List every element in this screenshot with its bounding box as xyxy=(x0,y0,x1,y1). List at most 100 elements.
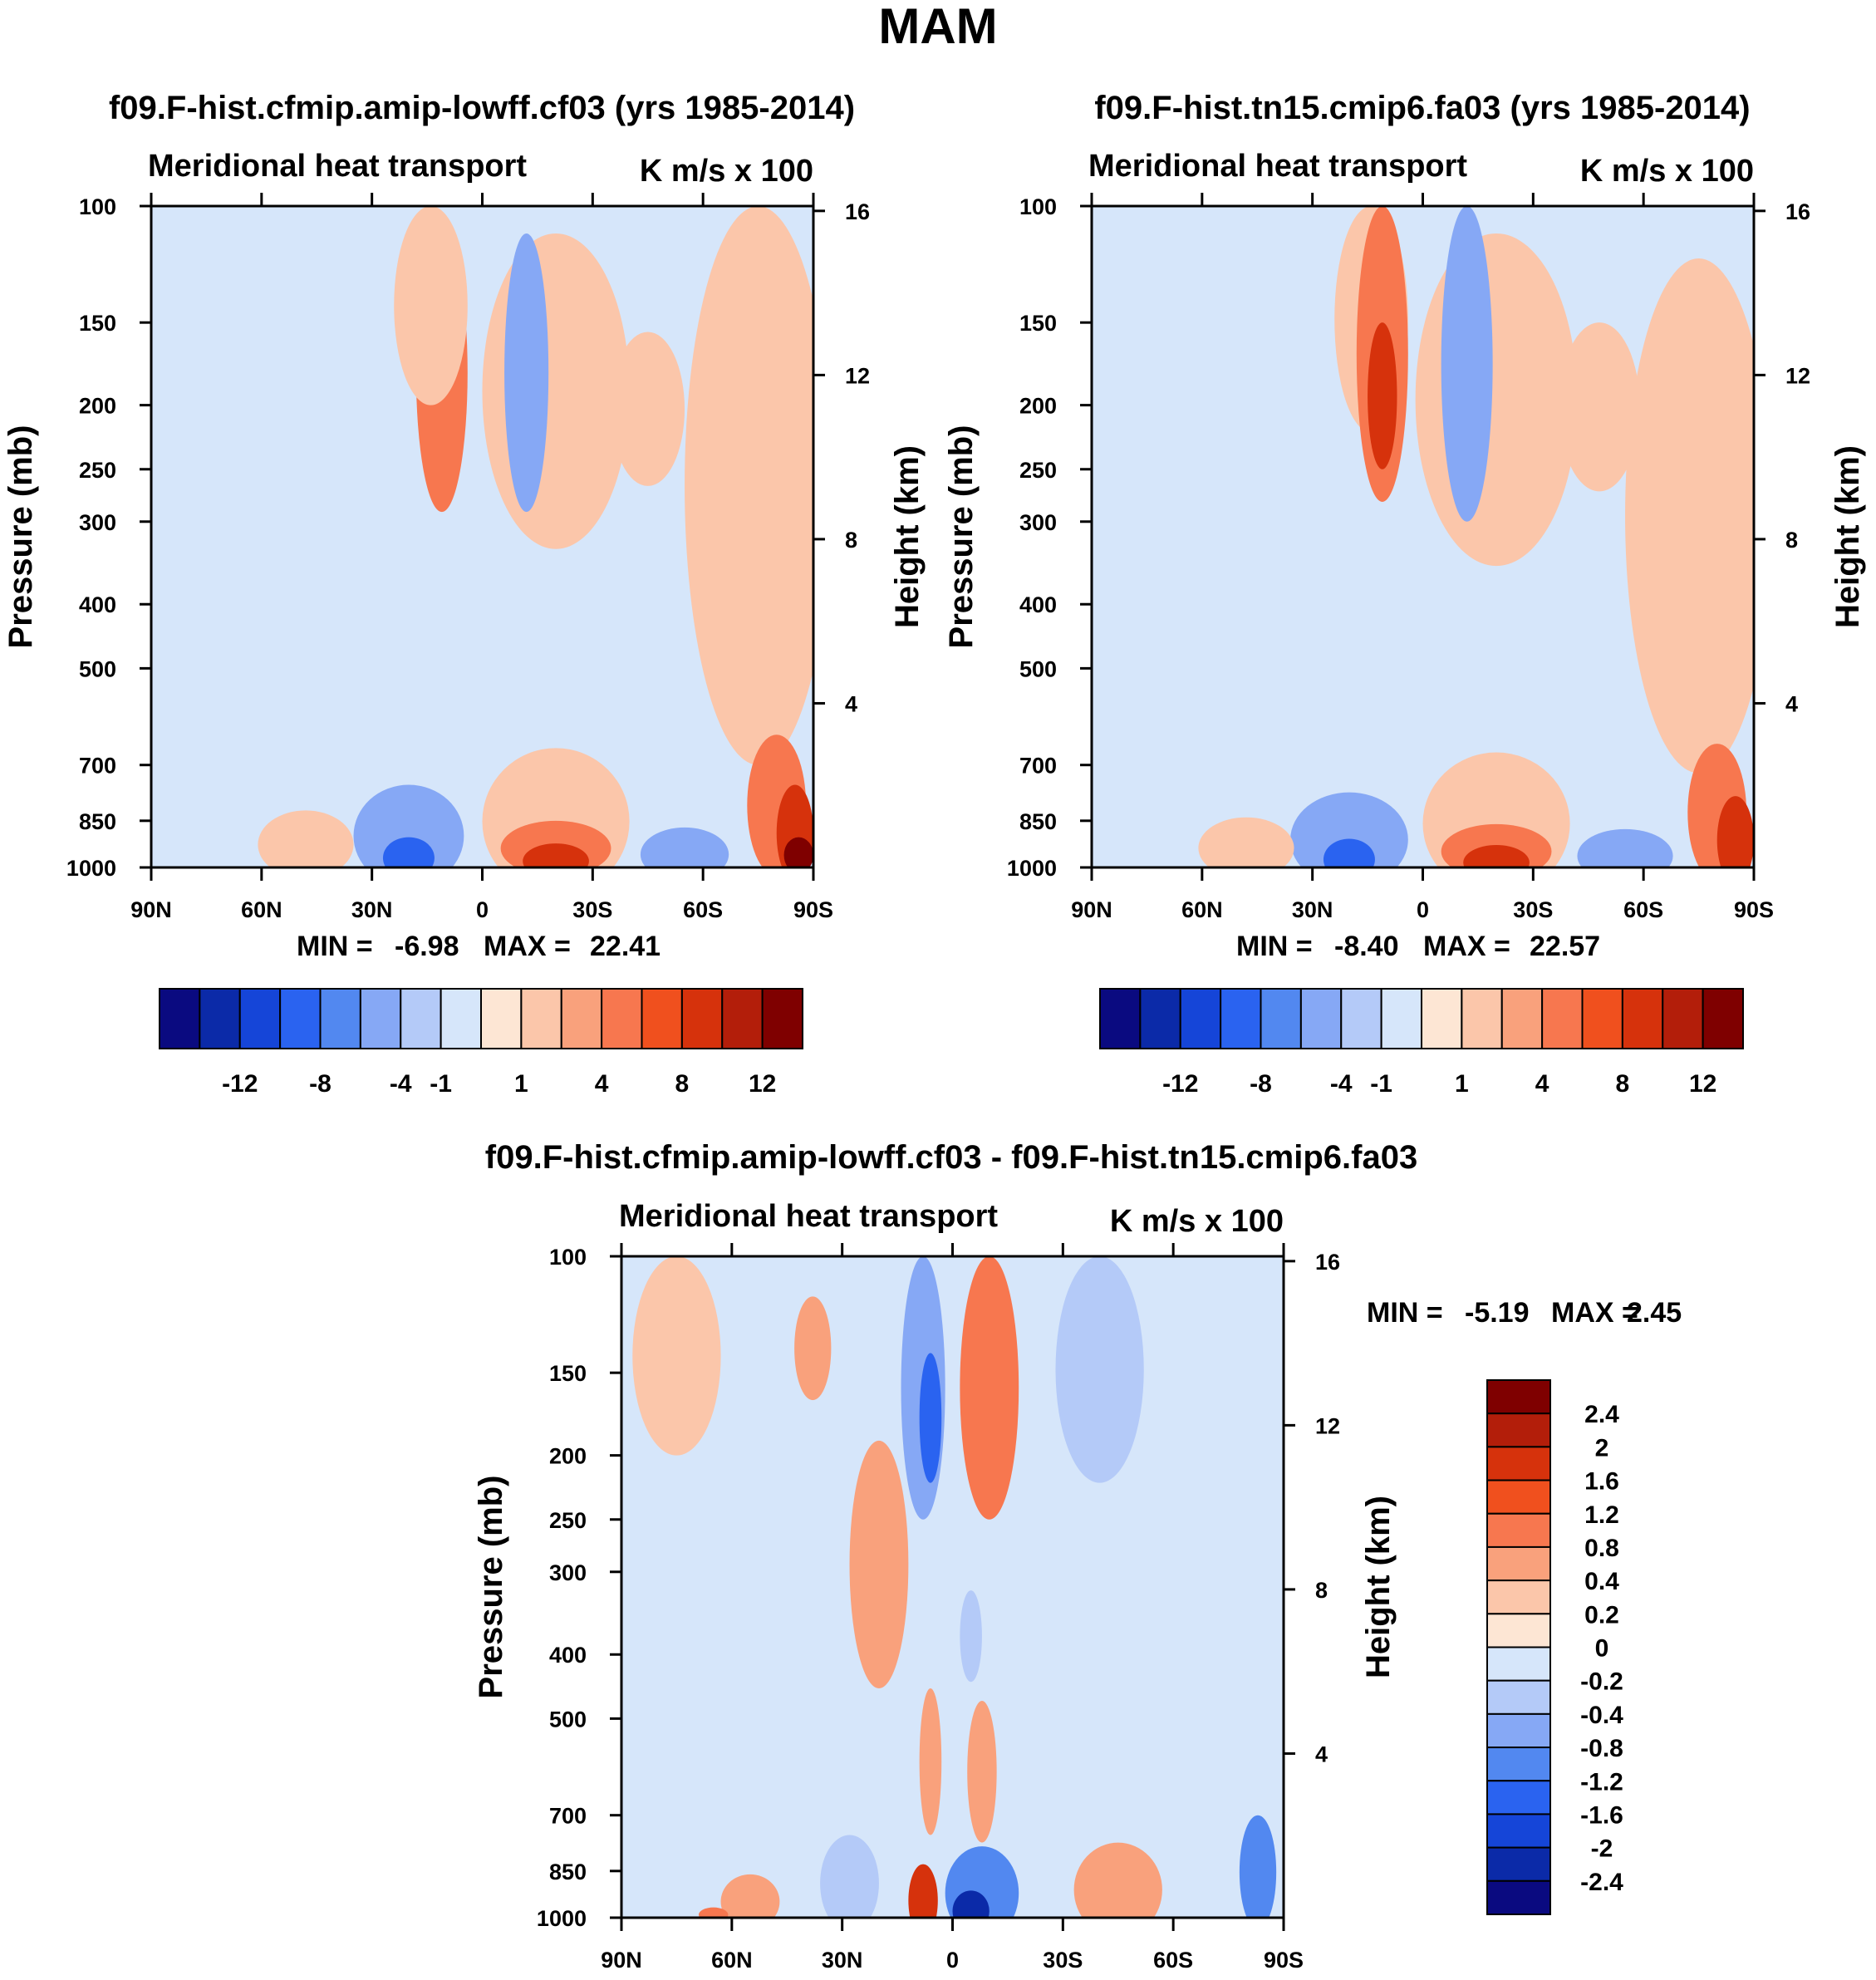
colorbar-difference: 2.4 2 1.6 1.2 0.8 0.4 0.2 0 -0.2 -0.4 -0.8 -1.2 -1.6… xyxy=(1486,1379,1623,1915)
colorbar-cell xyxy=(1486,1580,1551,1615)
colorbar-cell xyxy=(680,988,724,1049)
colorbar-cell xyxy=(1340,988,1382,1049)
y-tick-label: 500 xyxy=(79,656,116,681)
colorbar-label: -1.2 xyxy=(1580,1768,1623,1796)
stats-readout: MIN = -6.98 MAX = 22.41 xyxy=(297,931,661,962)
figure-title: MAM xyxy=(878,0,997,54)
panel-difference: f09.F-hist.cfmip.amip-lowff.cf03 - f09.F… xyxy=(473,1139,1682,1973)
min-value: -6.98 xyxy=(395,931,459,962)
y-axis-right-label: Height (km) xyxy=(1360,1496,1397,1678)
contour-blob xyxy=(611,332,685,486)
x-tick-label: 30S xyxy=(1043,1948,1083,1973)
colorbar-cell xyxy=(359,988,402,1049)
x-tick-label: 30N xyxy=(822,1948,863,1973)
y-right-tick-label: 4 xyxy=(1315,1742,1328,1766)
contour-blob xyxy=(1559,322,1640,492)
x-tick-label: 90N xyxy=(1071,897,1112,922)
x-tick-label: 30S xyxy=(572,897,612,922)
colorbar-cell xyxy=(520,988,562,1049)
y-right-tick-label: 12 xyxy=(1785,363,1810,388)
colorbar-cell xyxy=(1486,1446,1551,1481)
colorbar-label: -1.6 xyxy=(1580,1801,1623,1829)
y-axis-label: Pressure (mb) xyxy=(473,1476,509,1699)
min-label: MIN = xyxy=(1367,1297,1443,1329)
colorbar-label: 1 xyxy=(514,1070,528,1098)
colorbar-cell xyxy=(238,988,282,1049)
colorbar-label: -2.4 xyxy=(1580,1869,1623,1896)
contour-blob xyxy=(698,1907,729,1918)
y-right-tick-label: 16 xyxy=(1785,199,1810,224)
colorbar-cell xyxy=(1486,1712,1551,1749)
x-tick-label: 0 xyxy=(476,897,489,922)
x-tick-label: 90N xyxy=(130,897,172,922)
contour-blob xyxy=(960,1256,1019,1520)
y-tick-label: 400 xyxy=(1019,592,1057,617)
x-tick-label: 90S xyxy=(1264,1948,1304,1973)
min-value: -5.19 xyxy=(1465,1297,1530,1329)
colorbar-cell xyxy=(1486,1879,1551,1915)
panel-subtitle: Meridional heat transport xyxy=(148,149,527,184)
colorbar-cell xyxy=(1220,988,1262,1049)
contour-blob xyxy=(640,827,729,867)
colorbar-cell xyxy=(1486,1813,1551,1849)
y-tick-label: 150 xyxy=(79,311,116,336)
contour-blob xyxy=(720,1874,780,1918)
colorbar-top-left: -12 -8 -4 -1 1 4 8 12 xyxy=(159,988,803,1098)
y-tick-label: 500 xyxy=(549,1707,587,1732)
colorbar-cell xyxy=(1486,1780,1551,1815)
colorbar-cell xyxy=(480,988,523,1049)
contour-blob xyxy=(1415,233,1578,567)
y-tick-label: 200 xyxy=(79,394,116,419)
y-right-tick-label: 8 xyxy=(1315,1578,1328,1603)
panel-title: f09.F-hist.cfmip.amip-lowff.cf03 - f09.F… xyxy=(485,1139,1417,1176)
y-tick-label: 150 xyxy=(549,1361,587,1386)
contour-field xyxy=(1092,206,1754,867)
panel-control: f09.F-hist.cfmip.amip-lowff.cf03 (yrs 19… xyxy=(2,90,926,962)
y-tick-label: 1000 xyxy=(1007,856,1057,881)
colorbar-cell xyxy=(1662,988,1704,1049)
colorbar-cell xyxy=(1461,988,1503,1049)
units-label: K m/s x 100 xyxy=(1110,1204,1284,1239)
colorbar-label: 4 xyxy=(595,1070,609,1098)
y-tick-label: 300 xyxy=(1019,510,1057,535)
x-tick-label: 0 xyxy=(946,1948,959,1973)
panel-title: f09.F-hist.cfmip.amip-lowff.cf03 (yrs 19… xyxy=(109,90,855,126)
colorbar-cell xyxy=(761,988,803,1049)
x-tick-label: 30S xyxy=(1513,897,1553,922)
plot-area: 100 150 200 250 300 400 500 700 850 1000 16 12 8 4 90N… xyxy=(537,1243,1340,1973)
colorbar-cell xyxy=(279,988,322,1049)
colorbar-cell xyxy=(1099,988,1142,1049)
colorbar-label: -12 xyxy=(1162,1070,1198,1098)
y-tick-label: 400 xyxy=(549,1643,587,1668)
colorbar-cell xyxy=(560,988,603,1049)
colorbar-cell xyxy=(159,988,201,1049)
colorbar-cell xyxy=(1486,1747,1551,1782)
contour-blob xyxy=(523,843,589,867)
x-tick-label: 90N xyxy=(601,1948,642,1973)
colorbar-cell xyxy=(1486,1613,1551,1648)
field-background xyxy=(621,1256,1284,1918)
contour-blob xyxy=(394,206,468,405)
max-value: 2.45 xyxy=(1627,1297,1682,1329)
contour-blob xyxy=(1716,796,1754,867)
y-tick-label: 1000 xyxy=(66,856,116,881)
max-label: MAX = xyxy=(1551,1297,1638,1329)
stats-readout: MIN = -8.40 MAX = 22.57 xyxy=(1236,931,1600,962)
contour-blob xyxy=(258,810,354,867)
colorbar-label: 2.4 xyxy=(1584,1401,1619,1428)
contour-blob xyxy=(945,1846,1019,1918)
colorbar-label: 1.2 xyxy=(1584,1501,1619,1529)
colorbar-cell xyxy=(199,988,241,1049)
y-axis-right-label: Height (km) xyxy=(1829,445,1866,628)
min-label: MIN = xyxy=(297,931,373,962)
colorbar-cell xyxy=(1421,988,1463,1049)
contour-blob xyxy=(919,1688,942,1835)
colorbar-label: 2 xyxy=(1595,1434,1609,1462)
colorbar-cell xyxy=(1139,988,1181,1049)
contour-blob xyxy=(908,1864,938,1918)
y-right-tick-label: 16 xyxy=(845,199,870,224)
y-tick-label: 500 xyxy=(1019,656,1057,681)
colorbar-cell xyxy=(601,988,643,1049)
y-tick-label: 850 xyxy=(549,1860,587,1884)
